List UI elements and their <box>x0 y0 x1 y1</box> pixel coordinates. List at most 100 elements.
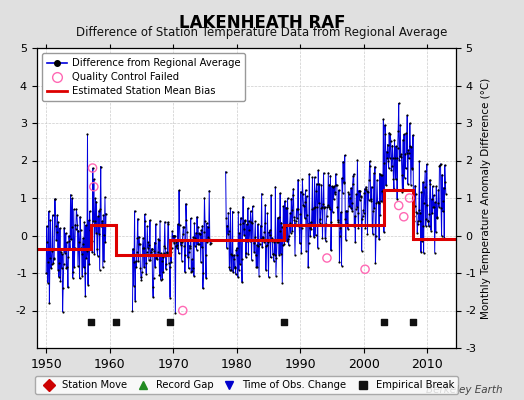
Point <box>282 204 291 211</box>
Point <box>357 194 365 201</box>
Point <box>369 170 378 176</box>
Point <box>402 150 411 156</box>
Point <box>47 261 56 267</box>
Point <box>378 188 387 195</box>
Point <box>54 219 62 225</box>
Point <box>294 223 303 229</box>
Point <box>150 248 158 254</box>
Point <box>246 237 254 244</box>
Point <box>348 180 357 187</box>
Point <box>249 239 258 246</box>
Point <box>170 240 179 246</box>
Point <box>87 246 95 253</box>
Point <box>245 218 253 224</box>
Point <box>377 172 385 178</box>
Point <box>378 172 386 178</box>
Point <box>356 188 364 194</box>
Point <box>258 234 267 240</box>
Point <box>235 266 243 273</box>
Point <box>69 274 77 281</box>
Point <box>185 242 194 249</box>
Point <box>95 207 103 214</box>
Point <box>97 222 105 229</box>
Point <box>161 245 169 251</box>
Point <box>102 210 110 217</box>
Point <box>99 264 107 270</box>
Point <box>79 241 87 247</box>
Point <box>438 172 446 178</box>
Point <box>99 212 107 219</box>
Point <box>439 208 447 214</box>
Point <box>155 272 163 278</box>
Point <box>243 221 251 228</box>
Point <box>228 208 237 215</box>
Point <box>427 181 435 188</box>
Point <box>154 249 162 255</box>
Point <box>332 171 340 177</box>
Point <box>65 232 73 239</box>
Point <box>270 239 279 245</box>
Point <box>345 202 354 209</box>
Point <box>404 147 412 153</box>
Point <box>68 224 76 230</box>
Point <box>380 160 389 167</box>
Point <box>54 274 63 280</box>
Point <box>186 245 194 251</box>
Point <box>80 219 89 226</box>
Point <box>432 183 441 190</box>
Point <box>287 230 295 236</box>
Point <box>286 210 294 216</box>
Point <box>61 249 69 256</box>
Point <box>43 279 52 286</box>
Point <box>231 264 239 270</box>
Point <box>232 271 240 277</box>
Point <box>58 308 67 315</box>
Point <box>313 244 322 251</box>
Point <box>377 198 386 204</box>
Point <box>101 238 110 245</box>
Point <box>90 176 98 182</box>
Point <box>203 224 212 230</box>
Point <box>399 186 408 192</box>
Point <box>397 154 405 160</box>
Point <box>337 209 345 215</box>
Point <box>169 233 177 239</box>
Point <box>304 264 312 270</box>
Point <box>144 239 152 246</box>
Point <box>375 200 383 206</box>
Point <box>94 230 103 237</box>
Point <box>422 161 431 168</box>
Point <box>316 216 324 222</box>
Point <box>288 228 297 234</box>
Point <box>241 218 249 224</box>
Point <box>388 142 397 149</box>
Point <box>152 255 160 262</box>
Point <box>359 209 368 216</box>
Point <box>223 222 232 229</box>
Point <box>201 218 209 224</box>
Point <box>420 200 428 206</box>
Point <box>72 225 80 232</box>
Point <box>441 179 450 185</box>
Point <box>63 264 72 270</box>
Point <box>86 318 95 325</box>
Point <box>62 265 71 272</box>
Point <box>344 226 352 232</box>
Point <box>414 206 423 213</box>
Point <box>267 238 276 244</box>
Point <box>299 191 307 197</box>
Point <box>136 264 145 271</box>
Point <box>286 220 294 227</box>
Point <box>405 155 413 162</box>
Point <box>323 255 331 261</box>
Point <box>274 239 282 245</box>
Point <box>151 264 159 270</box>
Point <box>133 249 141 256</box>
Point <box>140 264 148 270</box>
Point <box>130 259 138 266</box>
Point <box>158 276 166 282</box>
Point <box>347 200 356 206</box>
Point <box>170 232 178 239</box>
Point <box>273 239 281 245</box>
Point <box>272 255 281 262</box>
